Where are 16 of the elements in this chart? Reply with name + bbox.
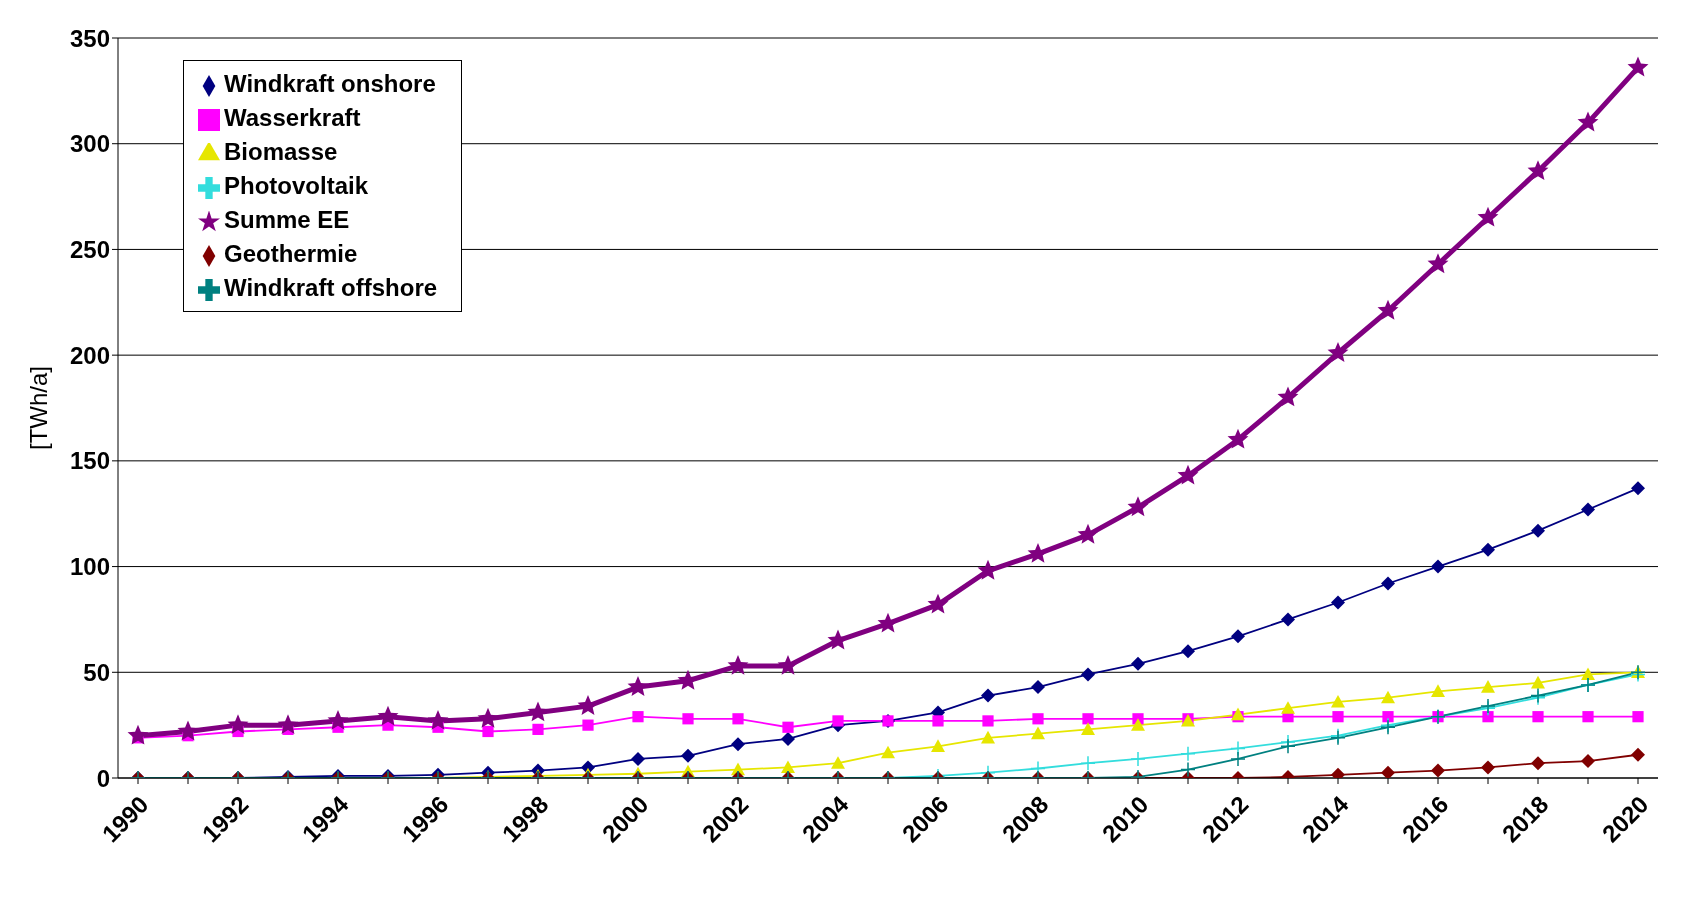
legend-label: Windkraft offshore [224, 274, 438, 301]
y-tick-label: 300 [69, 130, 110, 158]
y-tick-label: 350 [69, 24, 110, 52]
y-axis-title: [TWh/a] [24, 365, 52, 451]
y-tick-label: 50 [83, 658, 110, 686]
y-tick-label: 200 [69, 341, 110, 369]
legend-label: Windkraft onshore [224, 70, 436, 97]
legend-label: Summe EE [224, 206, 350, 233]
y-tick-label: 250 [69, 235, 110, 263]
y-tick-label: 150 [69, 447, 110, 475]
legend-label: Wasserkraft [224, 104, 361, 131]
y-tick-label: 100 [69, 553, 110, 581]
legend-label: Biomasse [224, 138, 338, 165]
legend-label: Photovoltaik [224, 172, 369, 199]
y-tick-label: 0 [96, 764, 110, 792]
legend-label: Geothermie [224, 240, 358, 267]
